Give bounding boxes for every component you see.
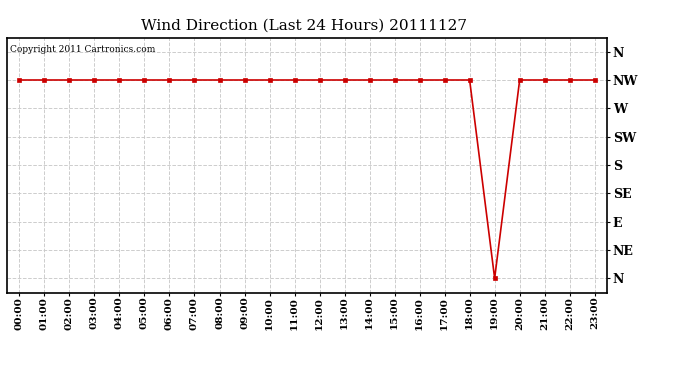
Text: Wind Direction (Last 24 Hours) 20111127: Wind Direction (Last 24 Hours) 20111127 bbox=[141, 19, 466, 33]
Text: Copyright 2011 Cartronics.com: Copyright 2011 Cartronics.com bbox=[10, 45, 155, 54]
